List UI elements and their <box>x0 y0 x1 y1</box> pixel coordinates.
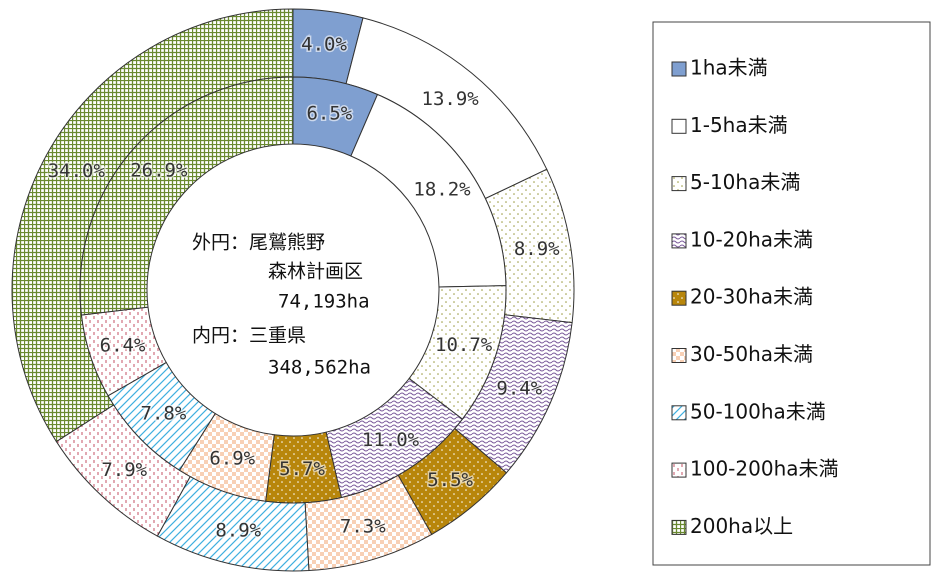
data-label: 34.0% <box>48 160 106 182</box>
legend-swatch <box>671 462 687 478</box>
legend-swatch <box>671 176 687 192</box>
legend-label: 5-10ha未満 <box>690 170 800 194</box>
legend-box <box>652 21 931 566</box>
donut-segment <box>79 76 294 316</box>
legend-label: 1-5ha未満 <box>690 113 788 137</box>
data-label: 18.2% <box>413 178 471 200</box>
legend-label: 200ha以上 <box>690 514 793 538</box>
legend-swatch <box>671 118 687 134</box>
legend-label: 20-30ha未満 <box>690 285 813 309</box>
data-label: 5.5% <box>427 469 473 491</box>
legend-swatch <box>671 290 687 306</box>
data-label: 6.9% <box>209 447 255 469</box>
legend-label: 100-200ha未満 <box>690 457 839 481</box>
data-label: 13.9% <box>422 88 480 110</box>
legend-label: 1ha未満 <box>690 56 768 80</box>
legend-swatch <box>671 405 687 421</box>
data-label: 26.9% <box>130 159 188 181</box>
data-label: 6.5% <box>306 103 352 125</box>
center-text: 森林計画区 <box>268 261 363 283</box>
center-text: 外円：尾鷲熊野 <box>192 232 325 254</box>
center-text: 348,562ha <box>268 357 371 379</box>
legend-label: 10-20ha未満 <box>690 227 813 251</box>
legend-swatch <box>671 348 687 363</box>
data-label: 10.7% <box>435 334 493 356</box>
legend-label: 50-100ha未満 <box>690 399 826 423</box>
data-label: 4.0% <box>301 33 347 55</box>
data-label: 5.7% <box>279 458 325 480</box>
data-label: 7.3% <box>340 515 386 537</box>
legend-swatch <box>671 233 687 249</box>
data-label: 7.8% <box>141 403 187 425</box>
data-label: 8.9% <box>215 519 261 541</box>
data-label: 11.0% <box>362 429 420 451</box>
legend-swatch <box>671 519 687 535</box>
data-label: 8.9% <box>514 238 560 260</box>
legend-label: 30-50ha未満 <box>690 342 813 366</box>
data-label: 9.4% <box>496 377 542 399</box>
data-label: 7.9% <box>101 459 147 481</box>
data-label: 6.4% <box>100 335 146 357</box>
center-text: 内円：三重県 <box>192 325 306 347</box>
legend-swatch <box>671 61 687 77</box>
center-text: 74,193ha <box>278 291 370 313</box>
